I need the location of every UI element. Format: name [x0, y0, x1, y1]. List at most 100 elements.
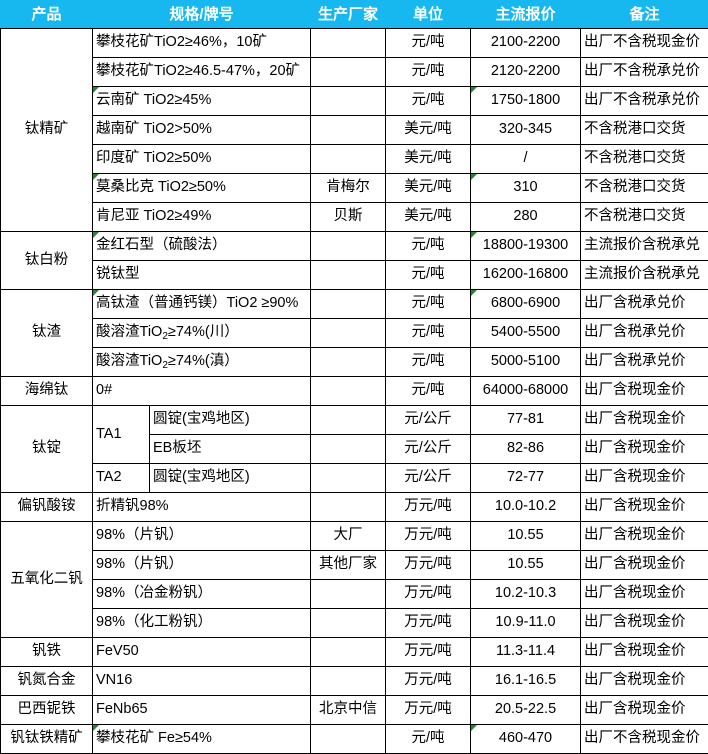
price-cell: 10.2-10.3	[471, 580, 581, 609]
product-cell: 巴西铌铁	[1, 696, 93, 725]
unit-cell: 美元/吨	[386, 203, 471, 232]
price-cell: 1750-1800	[471, 87, 581, 116]
grade-cell: TA2	[93, 464, 150, 493]
unit-cell: 万元/吨	[386, 551, 471, 580]
column-header-remark: 备注	[581, 1, 708, 29]
spec-cell: 印度矿 TiO2≥50%	[93, 145, 311, 174]
spec-cell: 酸溶渣TiO2≥74%(滇）	[93, 348, 311, 377]
unit-cell: 元/吨	[386, 29, 471, 58]
maker-cell: 北京中信	[311, 696, 386, 725]
remark-cell: 出厂含税现金价	[581, 435, 708, 464]
remark-cell: 出厂含税承兑价	[581, 319, 708, 348]
remark-cell: 出厂不含税承兑价	[581, 58, 708, 87]
unit-cell: 万元/吨	[386, 696, 471, 725]
spec-cell: 圆锭(宝鸡地区)	[150, 464, 311, 493]
maker-cell	[311, 87, 386, 116]
spec-cell: 肯尼亚 TiO2≥49%	[93, 203, 311, 232]
spec-cell: 越南矿 TiO2>50%	[93, 116, 311, 145]
header-row: 产品 规格/牌号 生产厂家 单位 主流报价 备注	[1, 1, 708, 29]
column-header-spec: 规格/牌号	[93, 1, 311, 29]
spec-cell: 高钛渣（普通钙镁）TiO2 ≥90%	[93, 290, 311, 319]
column-header-unit: 单位	[386, 1, 471, 29]
spec-cell: 金红石型（硫酸法）	[93, 232, 311, 261]
price-cell: 64000-68000	[471, 377, 581, 406]
price-cell: 2120-2200	[471, 58, 581, 87]
unit-cell: 美元/吨	[386, 116, 471, 145]
unit-cell: 元/吨	[386, 87, 471, 116]
spec-cell: 攀枝花矿TiO2≥46.5-47%，20矿	[93, 58, 311, 87]
price-cell: /	[471, 145, 581, 174]
spec-cell: EB板坯	[150, 435, 311, 464]
unit-cell: 美元/吨	[386, 145, 471, 174]
product-cell: 偏钒酸铵	[1, 493, 93, 522]
unit-cell: 万元/吨	[386, 667, 471, 696]
maker-cell: 其他厂家	[311, 551, 386, 580]
unit-cell: 元/公斤	[386, 464, 471, 493]
spec-cell: 云南矿 TiO2≥45%	[93, 87, 311, 116]
spec-cell: 98%（片钒）	[93, 522, 311, 551]
price-cell: 280	[471, 203, 581, 232]
maker-cell	[311, 232, 386, 261]
unit-cell: 元/吨	[386, 232, 471, 261]
maker-cell	[311, 725, 386, 754]
unit-cell: 元/吨	[386, 348, 471, 377]
product-cell: 钒铁	[1, 638, 93, 667]
maker-cell	[311, 435, 386, 464]
spec-cell: 98%（冶金粉钒）	[93, 580, 311, 609]
price-cell: 11.3-11.4	[471, 638, 581, 667]
price-cell: 10.55	[471, 522, 581, 551]
remark-cell: 不含税港口交货	[581, 174, 708, 203]
maker-cell	[311, 261, 386, 290]
remark-cell: 出厂含税现金价	[581, 609, 708, 638]
unit-cell: 万元/吨	[386, 522, 471, 551]
price-cell: 2100-2200	[471, 29, 581, 58]
spec-cell: 攀枝花矿TiO2≥46%，10矿	[93, 29, 311, 58]
remark-cell: 出厂含税现金价	[581, 377, 708, 406]
product-cell: 钒钛铁精矿	[1, 725, 93, 754]
maker-cell	[311, 493, 386, 522]
maker-cell	[311, 29, 386, 58]
spec-cell: 0#	[93, 377, 311, 406]
price-cell: 20.5-22.5	[471, 696, 581, 725]
unit-cell: 元/公斤	[386, 435, 471, 464]
product-cell: 海绵钛	[1, 377, 93, 406]
maker-cell	[311, 377, 386, 406]
price-cell: 72-77	[471, 464, 581, 493]
remark-cell: 不含税港口交货	[581, 203, 708, 232]
spec-cell: 莫桑比克 TiO2≥50%	[93, 174, 311, 203]
maker-cell: 肯梅尔	[311, 174, 386, 203]
price-cell: 320-345	[471, 116, 581, 145]
remark-cell: 出厂不含税现金价	[581, 29, 708, 58]
unit-cell: 万元/吨	[386, 638, 471, 667]
remark-cell: 出厂含税承兑价	[581, 290, 708, 319]
maker-cell	[311, 464, 386, 493]
price-cell: 77-81	[471, 406, 581, 435]
unit-cell: 元/吨	[386, 377, 471, 406]
column-header-price: 主流报价	[471, 1, 581, 29]
price-cell: 82-86	[471, 435, 581, 464]
remark-cell: 出厂含税现金价	[581, 406, 708, 435]
maker-cell	[311, 319, 386, 348]
remark-cell: 出厂含税现金价	[581, 580, 708, 609]
unit-cell: 美元/吨	[386, 174, 471, 203]
maker-cell	[311, 145, 386, 174]
unit-cell: 万元/吨	[386, 580, 471, 609]
remark-cell: 出厂含税承兑价	[581, 348, 708, 377]
unit-cell: 元/吨	[386, 725, 471, 754]
remark-cell: 出厂含税现金价	[581, 493, 708, 522]
